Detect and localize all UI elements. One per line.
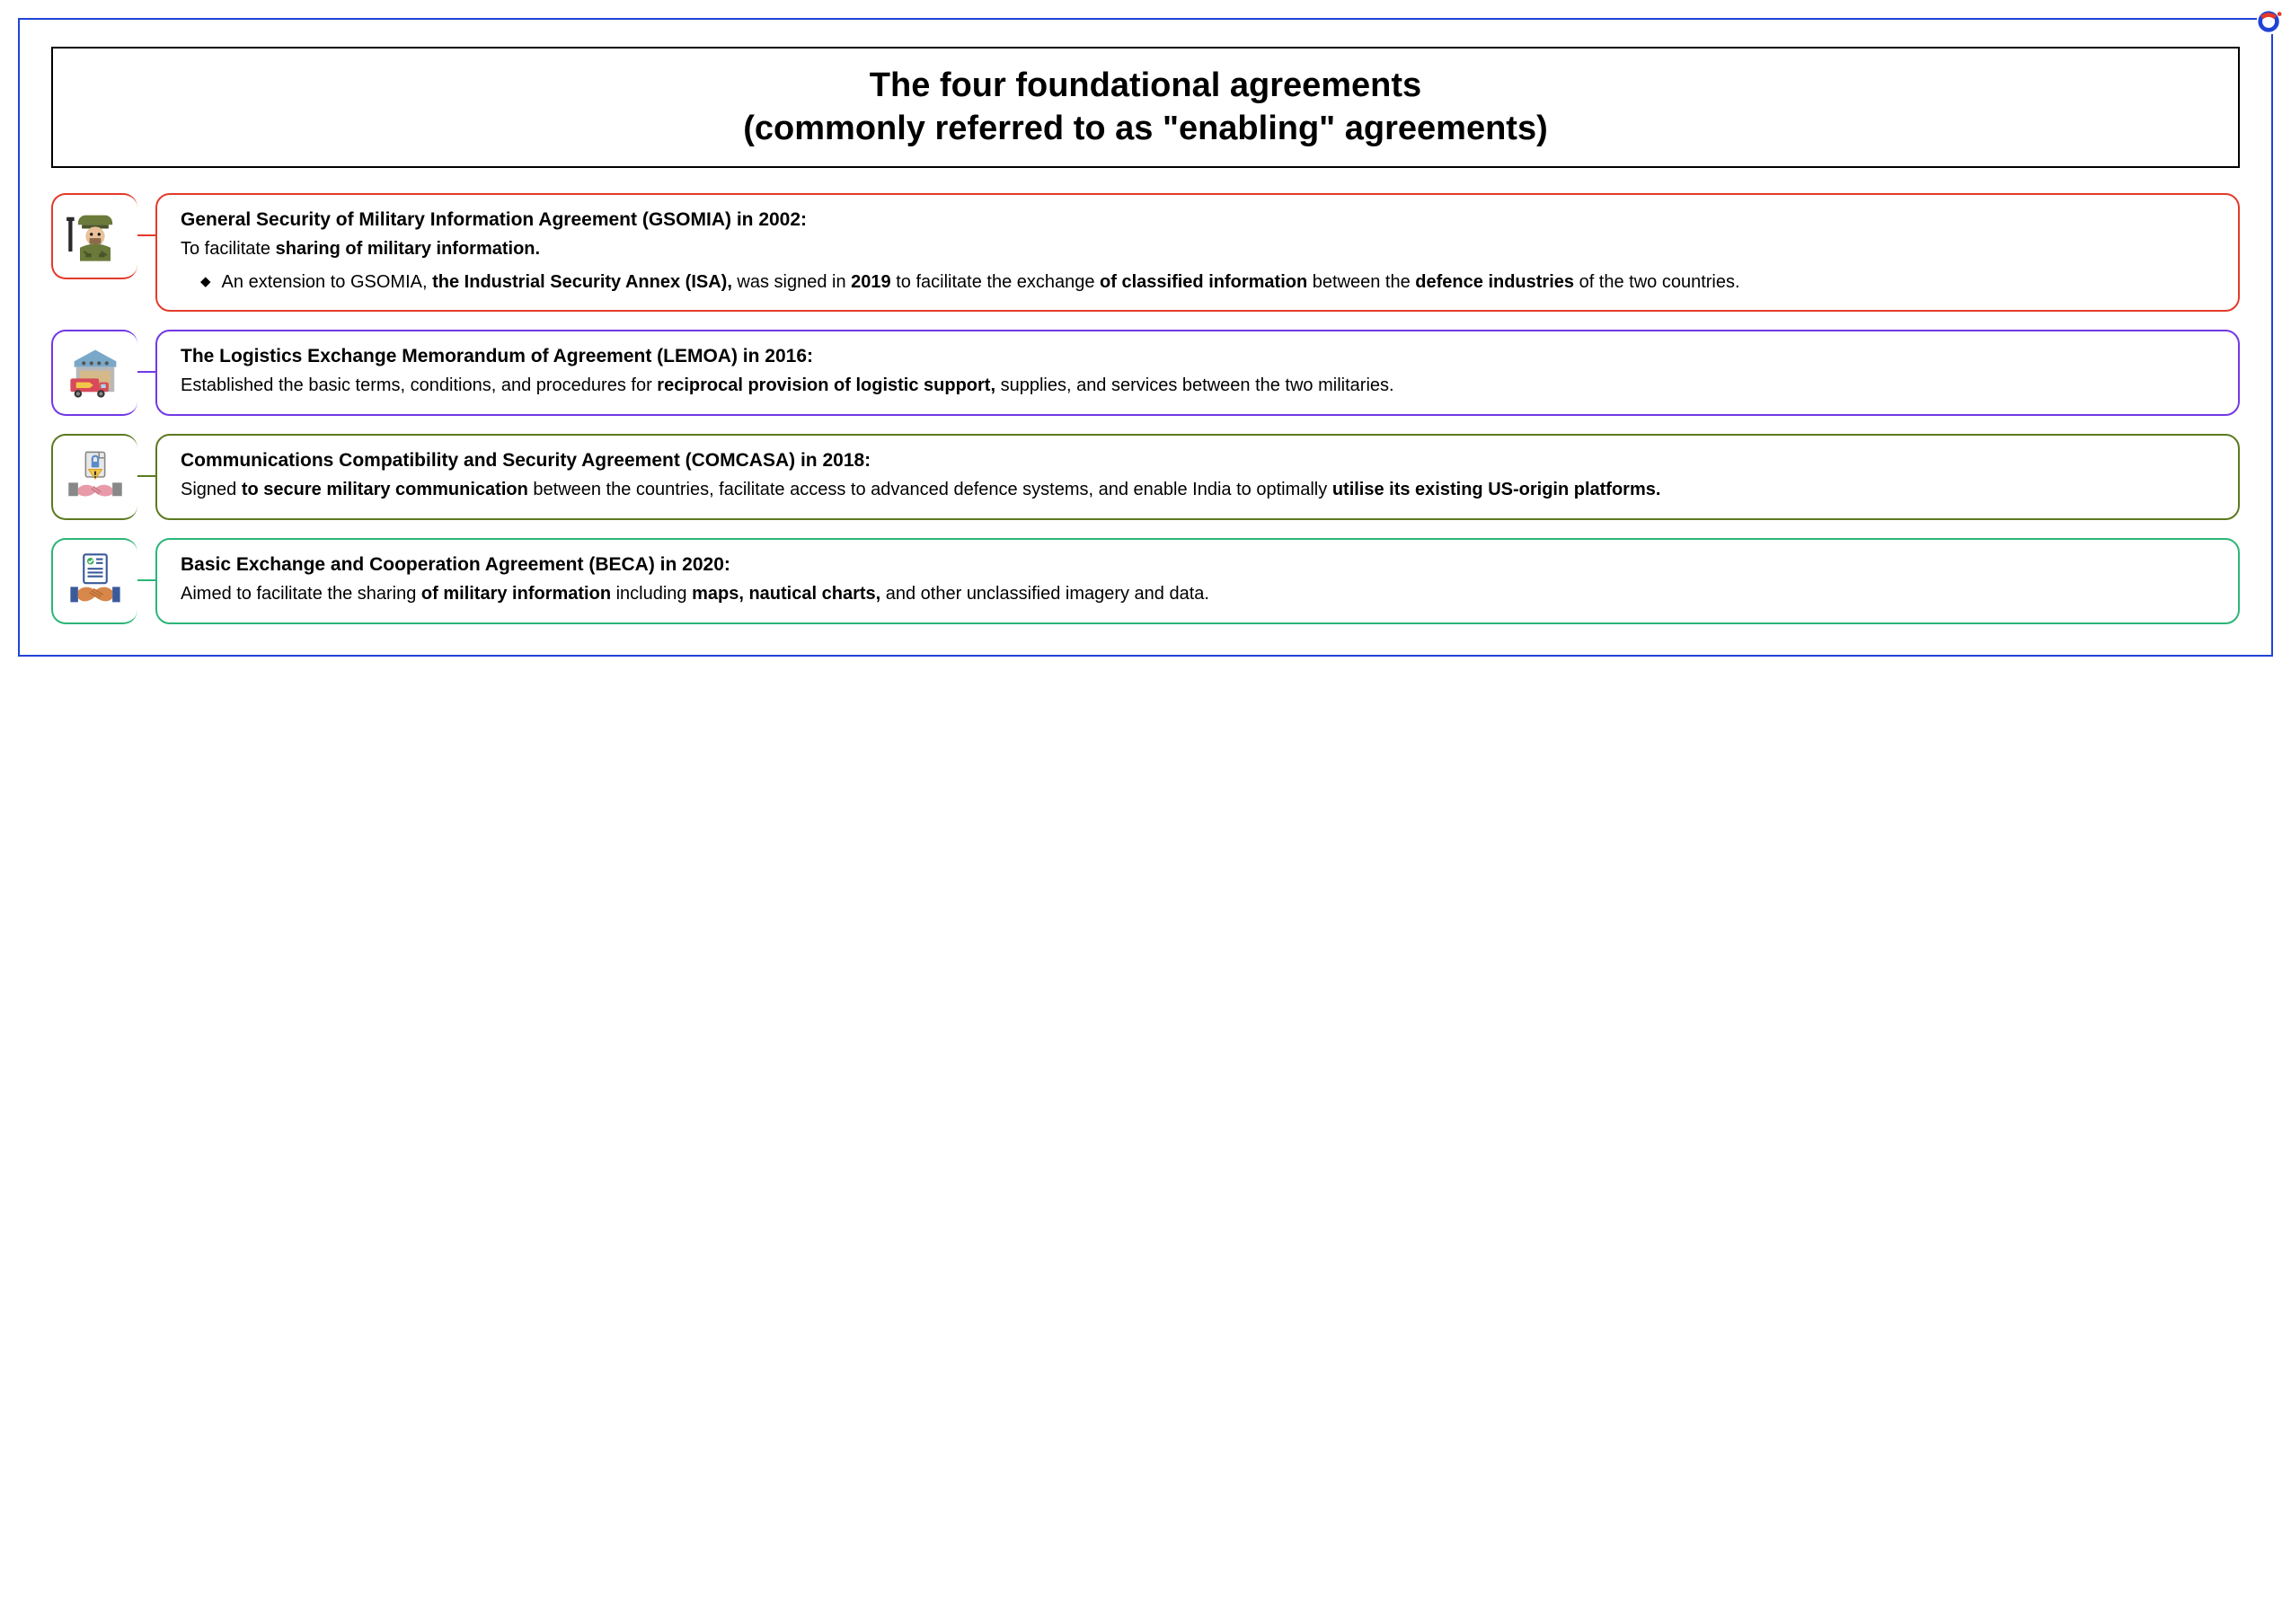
card-body: General Security of Military Information… — [155, 193, 2240, 312]
card-heading: Communications Compatibility and Securit… — [181, 450, 2215, 472]
card-text: Established the basic terms, conditions,… — [181, 373, 2215, 399]
card-heading: Basic Exchange and Cooperation Agreement… — [181, 554, 2215, 576]
infographic-frame: The four foundational agreements (common… — [18, 18, 2273, 657]
card-text: Aimed to facilitate the sharing of milit… — [181, 581, 2215, 607]
title-line-1: The four foundational agreements — [870, 66, 1421, 104]
connector-line — [137, 475, 155, 477]
warehouse-truck-icon — [51, 330, 137, 416]
card-text: To facilitate sharing of military inform… — [181, 236, 2215, 296]
agreement-card-comcasa: Communications Compatibility and Securit… — [51, 434, 2240, 520]
title-box: The four foundational agreements (common… — [51, 47, 2240, 168]
agreement-handshake-icon — [51, 538, 137, 624]
page-title: The four foundational agreements (common… — [62, 65, 2229, 150]
connector-line — [137, 579, 155, 581]
bullet-item: ◆ An extension to GSOMIA, the Industrial… — [181, 269, 2215, 296]
soldier-icon — [51, 193, 137, 279]
card-text: Signed to secure military communication … — [181, 477, 2215, 503]
agreement-card-beca: Basic Exchange and Cooperation Agreement… — [51, 538, 2240, 624]
brand-logo-icon — [2257, 9, 2282, 34]
card-body: Basic Exchange and Cooperation Agreement… — [155, 538, 2240, 624]
agreement-card-gsomia: General Security of Military Information… — [51, 193, 2240, 312]
card-body: Communications Compatibility and Securit… — [155, 434, 2240, 520]
diamond-bullet-icon: ◆ — [200, 269, 211, 296]
secure-handshake-icon — [51, 434, 137, 520]
agreement-card-lemoa: The Logistics Exchange Memorandum of Agr… — [51, 330, 2240, 416]
card-body: The Logistics Exchange Memorandum of Agr… — [155, 330, 2240, 416]
title-line-2: (commonly referred to as "enabling" agre… — [743, 110, 1548, 147]
connector-line — [137, 371, 155, 373]
connector-line — [137, 234, 155, 236]
card-heading: General Security of Military Information… — [181, 209, 2215, 231]
card-heading: The Logistics Exchange Memorandum of Agr… — [181, 346, 2215, 367]
